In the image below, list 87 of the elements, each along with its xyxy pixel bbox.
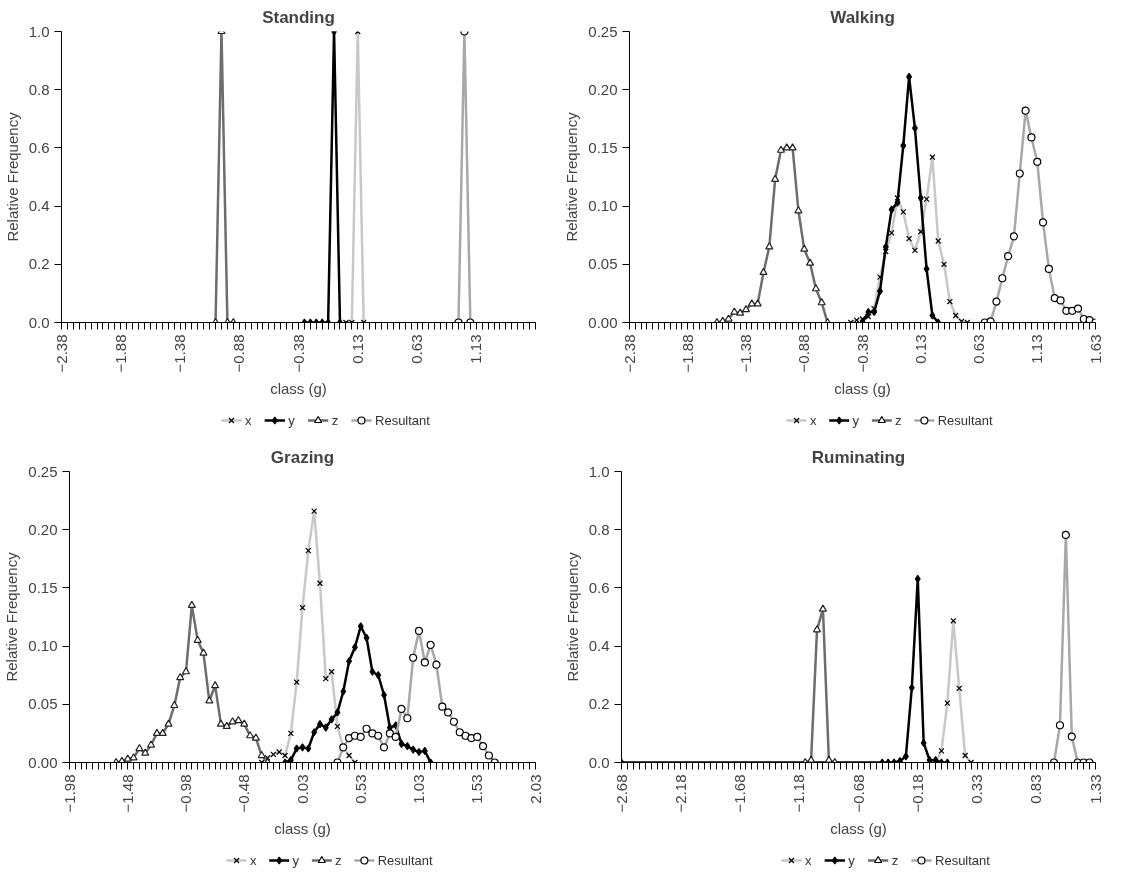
legend-label: Resultant <box>377 853 434 868</box>
y-tick-label: 0.2 <box>588 695 610 713</box>
legend-label: z <box>335 853 342 868</box>
y-tick-label: 0.20 <box>28 520 58 538</box>
x-tick-label: 0.03 <box>293 774 311 804</box>
y-tick-label: 0.10 <box>28 637 58 655</box>
x-axis-title: class (g) <box>834 380 891 398</box>
legend-label: z <box>895 413 902 428</box>
y-tick-label: 0.20 <box>588 80 618 98</box>
chart-title: Grazing <box>270 447 335 467</box>
x-tick-label: 1.13 <box>1028 334 1046 364</box>
y-axis-title: Relative Frequency <box>563 111 581 242</box>
x-tick-label: −2.18 <box>671 774 689 813</box>
y-tick-label: 0.2 <box>28 255 50 273</box>
y-tick-label: 0.8 <box>588 520 610 538</box>
y-tick-label: 0.25 <box>588 22 618 40</box>
x-tick-label: 1.03 <box>410 774 427 804</box>
legend-label: y <box>848 853 856 868</box>
y-axis-title: Relative Frequency <box>3 551 21 682</box>
x-tick-label: −1.98 <box>60 774 78 813</box>
y-tick-label: 0.0 <box>588 753 610 771</box>
x-tick-label: 2.03 <box>526 774 544 804</box>
legend-label: Resultant <box>935 853 991 868</box>
x-tick-label: −0.98 <box>177 774 194 813</box>
x-tick-label: 0.13 <box>911 334 929 364</box>
x-tick-label: −1.88 <box>678 334 696 373</box>
y-tick-label: 0.4 <box>28 197 50 215</box>
y-tick-label: 0.05 <box>588 255 618 273</box>
x-tick-label: 0.63 <box>970 334 987 364</box>
y-tick-label: 1.0 <box>28 22 50 40</box>
x-tick-label: 1.63 <box>1086 334 1104 364</box>
legend-label: Resultant <box>375 413 431 428</box>
x-tick-label: −2.38 <box>620 334 638 373</box>
legend-label: Resultant <box>937 413 994 428</box>
y-tick-label: 0.6 <box>588 578 610 596</box>
legend-label: x <box>805 853 813 868</box>
x-tick-label: −0.38 <box>289 334 307 373</box>
x-tick-label: 1.53 <box>468 774 486 804</box>
legend-label: x <box>809 413 817 428</box>
x-tick-label: −1.48 <box>118 774 136 813</box>
x-axis-title: class (g) <box>270 380 327 398</box>
x-tick-label: −1.88 <box>111 334 129 373</box>
x-tick-label: −1.38 <box>171 334 188 373</box>
x-tick-label: 0.13 <box>348 334 366 364</box>
chart-title: Standing <box>262 7 335 27</box>
y-tick-label: 0.4 <box>588 637 610 655</box>
x-axis-title: class (g) <box>830 820 887 838</box>
legend-label: y <box>292 853 300 868</box>
x-tick-label: 1.13 <box>467 334 485 364</box>
legend-label: z <box>891 853 899 868</box>
x-tick-label: −0.48 <box>235 774 253 813</box>
y-tick-label: 1.0 <box>588 462 610 480</box>
legend-label: z <box>331 413 339 428</box>
y-axis-title: Relative Frequency <box>3 111 21 242</box>
y-tick-label: 0.25 <box>28 462 58 480</box>
chart-title: Walking <box>830 7 895 27</box>
y-tick-label: 0.8 <box>28 80 50 98</box>
y-tick-label: 0.10 <box>588 197 618 215</box>
y-tick-label: 0.0 <box>28 313 50 331</box>
y-tick-label: 0.6 <box>28 138 50 156</box>
x-tick-label: −0.88 <box>230 334 248 373</box>
legend-label: x <box>245 413 253 428</box>
x-tick-label: 1.33 <box>1086 774 1104 804</box>
y-tick-label: 0.00 <box>588 313 618 331</box>
x-tick-label: 0.83 <box>1027 774 1045 804</box>
x-tick-label: −2.68 <box>612 774 630 813</box>
y-tick-label: 0.05 <box>28 695 58 713</box>
x-tick-label: −2.38 <box>52 334 70 373</box>
x-tick-label: 0.53 <box>351 774 369 804</box>
legend-label: x <box>249 853 257 868</box>
x-tick-label: −0.88 <box>795 334 813 373</box>
x-tick-label: −0.38 <box>853 334 871 373</box>
x-tick-label: −1.38 <box>737 334 754 373</box>
y-tick-label: 0.15 <box>588 138 618 156</box>
x-tick-label: −0.68 <box>849 774 867 813</box>
legend-label: y <box>288 413 296 428</box>
x-tick-label: −0.18 <box>908 774 926 813</box>
y-tick-label: 0.00 <box>28 753 58 771</box>
x-tick-label: −1.18 <box>790 774 808 813</box>
x-axis-title: class (g) <box>274 820 331 838</box>
y-axis-title: Relative Frequency <box>563 551 581 682</box>
x-tick-label: 0.33 <box>968 774 985 804</box>
y-tick-label: 0.15 <box>28 578 58 596</box>
x-tick-label: 0.63 <box>408 334 425 364</box>
legend-label: y <box>852 413 860 428</box>
x-tick-label: −1.68 <box>731 774 748 813</box>
chart-title: Ruminating <box>811 447 906 467</box>
